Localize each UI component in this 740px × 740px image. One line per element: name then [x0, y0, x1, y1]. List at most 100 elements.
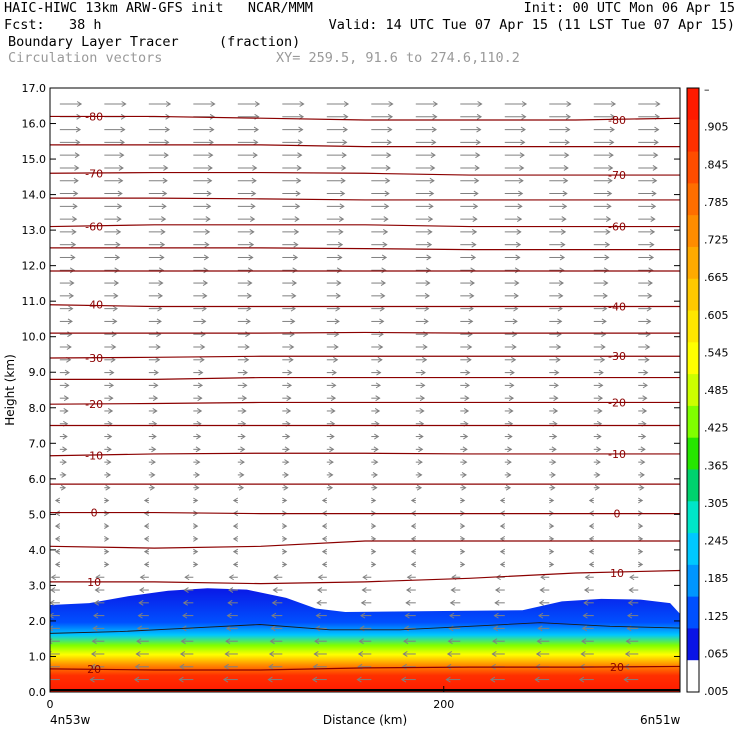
circulation-vector [282, 318, 296, 325]
circulation-vector [549, 177, 569, 184]
colorbar-swatch [687, 278, 699, 312]
isotherm-line [50, 569, 680, 585]
isotherm-label: -80 [85, 110, 103, 123]
y-tick-label: 3.0 [29, 579, 47, 592]
circulation-vector [321, 523, 328, 530]
circulation-vector [50, 663, 60, 670]
circulation-vector [193, 254, 210, 261]
circulation-vector [549, 369, 560, 376]
circulation-vector [193, 344, 206, 350]
circulation-vector [193, 165, 213, 171]
circulation-vector [549, 497, 555, 504]
circulation-vector [138, 599, 149, 606]
init-time: Init: 00 UTC Mon 06 Apr 15 [523, 0, 735, 16]
circulation-vector [549, 446, 557, 453]
circulation-vector [104, 228, 122, 235]
circulation-vector [415, 382, 426, 389]
circulation-vector [549, 280, 564, 286]
circulation-vector [193, 177, 213, 184]
circulation-vector [593, 165, 614, 171]
circulation-vector [410, 523, 417, 530]
circulation-vector [593, 471, 601, 478]
circulation-vector [59, 241, 77, 248]
circulation-vector [193, 228, 211, 235]
circulation-vector [237, 484, 245, 491]
circulation-vector [628, 587, 639, 593]
circulation-vector [415, 190, 435, 197]
circulation-vector [638, 254, 655, 261]
circulation-vector [271, 612, 283, 619]
xy-label: XY= 259.5, 91.6 to 274.6,110.2 [276, 50, 520, 66]
y-tick-label: 11.0 [22, 295, 47, 308]
circulation-vector [638, 280, 653, 286]
circulation-vector [104, 408, 114, 414]
circulation-vector [193, 446, 201, 453]
circulation-vector [549, 267, 565, 274]
circulation-vector [54, 497, 61, 504]
circulation-vector [282, 471, 289, 478]
circulation-vector [282, 408, 292, 414]
circulation-vector [137, 612, 149, 619]
circulation-vector [326, 267, 343, 274]
circulation-vector [415, 408, 425, 414]
circulation-vector [638, 190, 657, 197]
circulation-vector [371, 548, 377, 555]
isotherm-line [50, 247, 680, 251]
circulation-vector [460, 484, 467, 491]
circulation-vector [627, 599, 639, 606]
circulation-vector [326, 203, 345, 210]
circulation-vector [504, 433, 513, 440]
circulation-vector [104, 126, 126, 133]
y-tick-label: 9.0 [29, 366, 47, 379]
circulation-vector [549, 561, 555, 568]
colorbar-label: .545 [704, 346, 729, 359]
circulation-vector [638, 203, 657, 210]
circulation-vector [104, 165, 124, 171]
circulation-vector [460, 497, 466, 504]
plot-frame [49, 87, 681, 693]
circulation-vector [593, 177, 613, 184]
circulation-vector [104, 535, 110, 542]
circulation-vector [460, 113, 483, 120]
circulation-vector [593, 331, 607, 338]
circulation-vector [282, 433, 291, 440]
circulation-vector [371, 101, 394, 107]
circulation-vector [549, 484, 556, 491]
circulation-vector [593, 484, 601, 491]
circulation-vector [326, 356, 339, 363]
circulation-vector [549, 228, 567, 235]
circulation-vector [623, 676, 639, 683]
circulation-vector [104, 548, 110, 555]
colorbar-swatch [687, 405, 699, 439]
circulation-vector [193, 523, 199, 530]
circulation-vector [583, 599, 594, 606]
isotherm-label: 20 [87, 663, 101, 676]
y-tick-label: 8.0 [29, 402, 47, 415]
isotherm-line [50, 376, 680, 380]
colorbar-label: .785 [704, 196, 729, 209]
circulation-vector [282, 523, 288, 530]
circulation-vector [326, 139, 348, 146]
circulation-vector [104, 446, 112, 453]
circulation-vector [549, 344, 562, 350]
circulation-vector [326, 152, 347, 159]
circulation-vector [415, 203, 434, 210]
circulation-vector [460, 126, 482, 133]
colorbar-label: .005 [704, 685, 729, 698]
circulation-vector [400, 676, 416, 683]
circulation-vector [449, 599, 461, 606]
isotherm-line [50, 540, 680, 549]
circulation-vector [148, 459, 156, 466]
circulation-vector [638, 484, 645, 491]
colorbar-swatch [687, 374, 699, 407]
circulation-vector [193, 548, 199, 555]
circulation-vector [504, 267, 521, 274]
isotherm-label: 10 [87, 576, 101, 589]
isotherm-line [50, 331, 680, 334]
circulation-vector [148, 165, 169, 171]
circulation-vector [59, 254, 76, 261]
circulation-vector [237, 408, 247, 414]
circulation-vector [193, 280, 209, 286]
y-tick-label: 16.0 [22, 118, 47, 131]
circulation-vector [371, 152, 392, 159]
